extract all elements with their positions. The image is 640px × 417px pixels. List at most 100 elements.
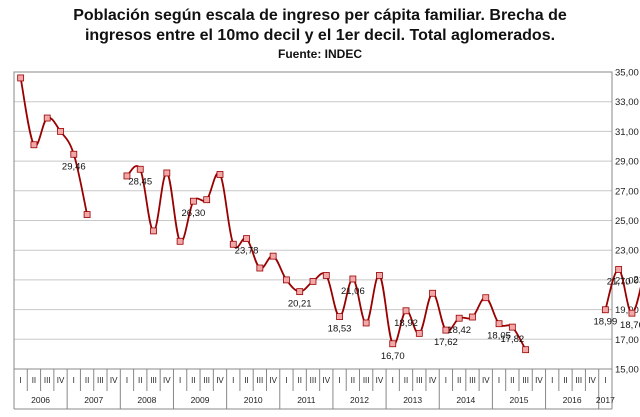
y-tick-label: 29,00 <box>615 157 639 168</box>
data-point-marker <box>17 74 25 82</box>
data-label: 28,45 <box>128 176 152 187</box>
y-tick-label: 15,00 <box>615 365 639 376</box>
data-point-marker <box>522 346 530 354</box>
x-quarter-label: I <box>551 376 553 385</box>
x-quarter-label: I <box>604 376 606 385</box>
data-point-marker <box>469 313 476 321</box>
data-point-marker <box>296 288 304 296</box>
y-tick-label: 25,00 <box>615 216 639 227</box>
data-point-marker <box>336 313 343 320</box>
data-point-marker <box>389 340 397 348</box>
data-point-marker <box>269 252 277 260</box>
x-quarter-label: I <box>392 376 394 385</box>
x-year-label: 2013 <box>403 395 422 405</box>
x-year-label: 2007 <box>84 395 103 405</box>
y-tick-label: 19,00 <box>615 305 639 316</box>
y-tick-label: 27,00 <box>615 186 639 197</box>
data-point-marker <box>150 227 157 235</box>
data-point-marker <box>283 276 290 284</box>
data-point-marker <box>309 277 317 285</box>
x-quarter-label: III <box>522 376 529 385</box>
data-point-marker <box>349 275 357 283</box>
x-quarter-label: III <box>416 376 423 385</box>
data-label: 21,06 <box>341 286 365 297</box>
data-point-marker <box>163 169 171 177</box>
data-point-marker <box>256 264 264 272</box>
data-point-marker <box>362 319 370 327</box>
x-quarter-label: IV <box>588 376 596 385</box>
data-point-marker <box>123 172 131 180</box>
data-label: 18,76 <box>620 320 640 331</box>
data-point-marker <box>508 323 516 331</box>
x-quarter-label: IV <box>269 376 277 385</box>
x-year-label: 2017 <box>596 395 615 405</box>
data-point-marker <box>601 306 609 314</box>
x-quarter-label: I <box>498 376 500 385</box>
y-tick-label: 35,00 <box>615 68 639 79</box>
x-quarter-label: I <box>20 376 22 385</box>
x-quarter-label: II <box>404 376 408 385</box>
data-point-marker <box>322 272 330 279</box>
x-quarter-label: I <box>232 376 234 385</box>
data-point-marker <box>482 294 490 302</box>
data-label: 18,99 <box>593 317 617 328</box>
data-point-marker <box>70 150 78 158</box>
x-quarter-label: III <box>310 376 317 385</box>
chart-source: Fuente: INDEC <box>278 47 362 61</box>
x-year-label: 2008 <box>137 395 156 405</box>
data-point-marker <box>57 127 64 135</box>
data-label: 16,70 <box>381 351 405 362</box>
data-point-marker <box>495 320 503 328</box>
x-quarter-label: II <box>457 376 461 385</box>
x-quarter-label: II <box>85 376 89 385</box>
y-tick-label: 23,00 <box>615 246 639 257</box>
data-point-marker <box>376 272 383 279</box>
x-quarter-label: IV <box>429 376 437 385</box>
data-point-marker <box>615 266 623 273</box>
data-label: 18,42 <box>447 325 471 336</box>
data-point-marker <box>402 307 410 315</box>
data-label: 17,82 <box>500 334 524 345</box>
data-point-marker <box>30 141 38 149</box>
x-quarter-label: IV <box>482 376 490 385</box>
data-label: 18,53 <box>328 324 352 335</box>
y-tick-label: 33,00 <box>615 97 639 108</box>
x-quarter-label: II <box>244 376 248 385</box>
x-quarter-label: II <box>510 376 514 385</box>
y-tick-label: 17,00 <box>615 335 639 346</box>
data-point-marker <box>83 211 91 218</box>
x-quarter-label: IV <box>535 376 543 385</box>
data-label: 17,62 <box>434 337 458 348</box>
x-year-label: 2010 <box>244 395 263 405</box>
data-point-marker <box>229 240 237 248</box>
x-quarter-label: I <box>73 376 75 385</box>
data-label: 26,30 <box>182 208 206 219</box>
x-quarter-label: II <box>297 376 301 385</box>
data-label: 18,92 <box>394 318 418 329</box>
x-year-label: 2015 <box>510 395 529 405</box>
data-label: 21,85 <box>633 274 640 285</box>
series-line <box>604 268 640 315</box>
x-quarter-label: IV <box>216 376 224 385</box>
x-quarter-label: I <box>338 376 340 385</box>
data-point-marker <box>43 114 51 122</box>
x-quarter-label: III <box>203 376 210 385</box>
x-year-label: 2006 <box>31 395 50 405</box>
x-quarter-label: IV <box>376 376 384 385</box>
data-point-marker <box>243 235 250 243</box>
data-point-marker <box>176 237 184 245</box>
x-quarter-label: II <box>191 376 195 385</box>
data-point-marker <box>455 314 463 322</box>
x-quarter-label: II <box>138 376 142 385</box>
data-point-marker <box>628 309 636 317</box>
x-year-label: 2011 <box>297 395 316 405</box>
data-label: 29,46 <box>62 161 86 172</box>
data-point-marker <box>415 329 423 337</box>
x-quarter-label: II <box>32 376 36 385</box>
x-quarter-label: IV <box>163 376 171 385</box>
data-label: 20,21 <box>288 299 312 310</box>
x-quarter-label: III <box>97 376 104 385</box>
x-quarter-label: III <box>469 376 476 385</box>
x-quarter-label: IV <box>110 376 118 385</box>
